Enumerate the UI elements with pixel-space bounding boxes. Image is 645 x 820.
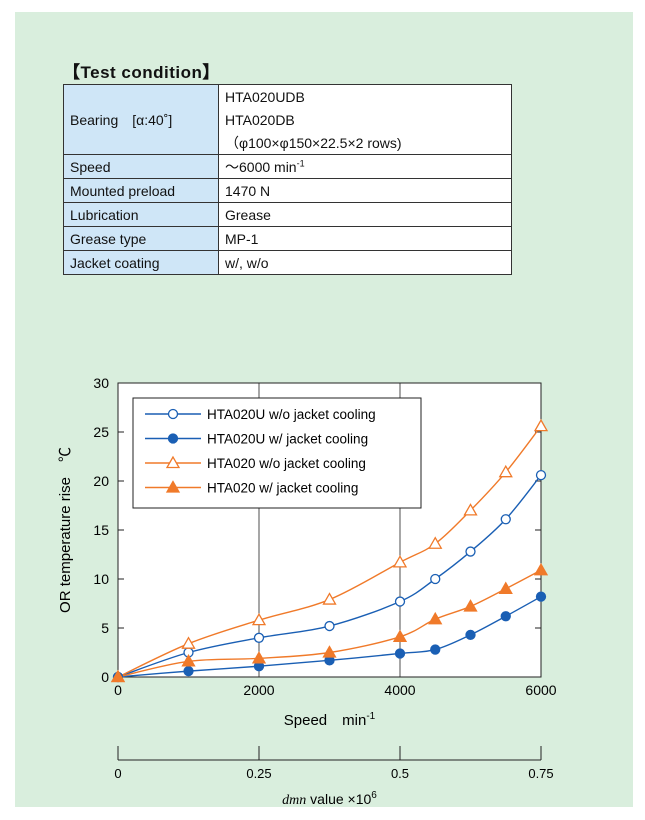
legend-marker [167,408,179,420]
bearing-value-3: （φ100×φ150×22.5×2 rows) [218,131,512,155]
data-point-series-4 [322,645,337,658]
data-point-series-2 [535,591,547,602]
data-point-series-4 [498,581,513,594]
table-row: Jacket coating w/, w/o [63,250,512,275]
data-point-series-1 [430,573,441,585]
data-point-series-1 [324,620,335,632]
legend-label: HTA020U w/ jacket cooling [207,432,368,447]
grease-type-value: MP-1 [218,226,512,251]
test-condition-title: 【Test condition】 [63,63,220,82]
x-tick-label: 6000 [525,682,556,698]
series-line-4 [117,569,542,678]
data-point-series-4 [428,611,443,625]
series-line-3 [117,425,542,678]
x-tick-label: 0 [114,682,122,698]
data-point-series-4 [392,629,408,642]
dmn-tick-label: 0 [114,766,121,781]
data-point-series-1 [465,546,476,557]
table-row: （φ100×φ150×22.5×2 rows) [64,131,512,155]
jacket-coating-value: w/, w/o [218,250,512,275]
series-line-2 [117,596,542,678]
bearing-label: Bearing [α:40˚] [63,84,219,155]
table-row: HTA020DB [64,108,512,131]
y-axis-label: OR temperature rise ℃ [57,447,74,613]
dmn-tick-label: 0.75 [528,766,553,781]
data-point-series-2 [500,611,511,622]
lubrication-label: Lubrication [63,202,219,227]
jacket-coating-label: Jacket coating [63,250,219,275]
data-point-series-1 [394,596,406,607]
legend-label: HTA020U w/o jacket cooling [207,407,376,422]
data-point-series-3 [181,636,196,649]
bearing-value-1: HTA020UDB [218,84,512,108]
y-tick-label: 10 [93,571,109,587]
data-point-series-2 [183,665,194,677]
data-point-series-4 [181,654,196,667]
dmn-tick-label: 0.25 [246,766,271,781]
x-tick-label: 2000 [243,682,274,698]
data-point-series-2 [465,629,476,641]
data-point-series-4 [463,599,478,612]
speed-value: ～6000 min-1 [218,154,512,179]
y-tick-label: 5 [101,620,109,636]
dmn-tick-label: 0.5 [391,766,409,781]
speed-label: Speed [63,154,219,179]
x-tick-label: 4000 [384,682,415,698]
legend-marker [167,433,179,444]
lubrication-value: Grease [218,202,512,227]
table-row: Bearing [α:40˚] HTA020UDB [63,84,512,155]
series-line-1 [117,474,542,678]
data-point-series-3 [251,612,267,626]
legend-marker [165,480,181,493]
data-point-series-4 [251,651,267,664]
y-tick-label: 20 [93,473,109,489]
y-tick-label: 0 [101,669,109,685]
data-point-series-4 [533,562,549,576]
data-point-series-4 [110,669,126,683]
y-tick-label: 15 [93,522,109,538]
x-axis-label: Speed min-1 [284,711,376,729]
data-point-series-3 [428,536,443,549]
grease-type-label: Grease type [63,226,219,251]
data-point-series-2 [430,644,441,655]
y-tick-label: 25 [93,424,109,440]
test-condition-table: Bearing [α:40˚] HTA020UDB HTA020DB （φ100… [63,84,512,275]
legend-label: HTA020 w/ jacket cooling [207,481,358,496]
data-point-series-3 [392,555,408,568]
data-point-series-3 [322,592,337,605]
data-point-series-3 [533,418,549,432]
table-row: Lubrication Grease [63,202,512,227]
data-point-series-1 [535,469,547,481]
legend-marker [165,455,181,469]
table-row: Mounted preload 1470 N [63,178,512,203]
data-point-series-2 [394,648,406,659]
table-row: Grease type MP-1 [63,226,512,251]
preload-value: 1470 N [218,178,512,203]
preload-label: Mounted preload [63,178,219,203]
dmn-axis-label: dmn value ×106 [282,790,377,808]
legend-box [132,397,422,509]
data-point-series-3 [498,464,513,478]
data-point-series-1 [500,514,511,525]
data-point-series-3 [463,503,478,516]
table-row: Speed ～6000 min-1 [63,154,512,179]
y-tick-label: 30 [93,375,109,391]
data-point-series-1 [253,632,265,643]
bearing-value-2: HTA020DB [218,108,512,131]
legend-label: HTA020 w/o jacket cooling [207,456,366,471]
